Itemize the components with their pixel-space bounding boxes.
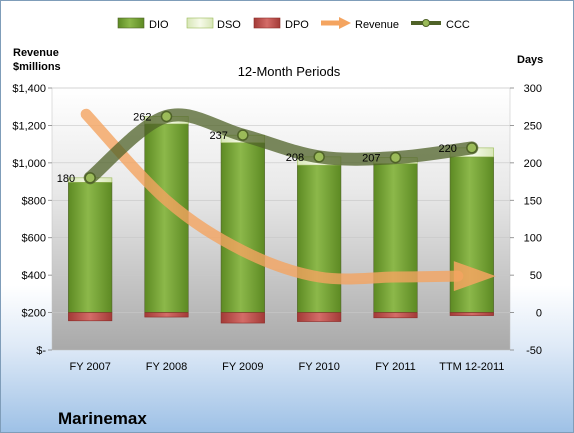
legend-label-revenue: Revenue — [355, 19, 399, 31]
left-tick-label: $1,000 — [12, 158, 46, 170]
legend-swatch-dpo — [253, 17, 281, 29]
right-tick-label: 50 — [530, 270, 542, 282]
ccc-series: 180 262 237 208 207 220 — [57, 108, 479, 185]
legend: DIO DSO DPO Revenue CCC — [117, 17, 470, 31]
right-tick-label: 150 — [524, 195, 542, 207]
legend-item-ccc: CCC — [411, 19, 470, 31]
legend-label-ccc: CCC — [446, 19, 470, 31]
legend-item-revenue: Revenue — [321, 17, 399, 31]
ccc-point — [160, 110, 173, 123]
ccc-point — [84, 172, 96, 184]
ccc-data-label: 237 — [209, 130, 227, 142]
ccc-point — [237, 129, 249, 141]
plot-area — [51, 87, 511, 351]
left-tick-label: $- — [36, 345, 46, 357]
x-tick-label: FY 2011 — [375, 361, 416, 373]
dpo-bar — [220, 312, 265, 324]
revenue-arrowhead-icon — [453, 261, 496, 292]
left-tick-label: $1,200 — [12, 120, 46, 132]
x-axis: FY 2007 FY 2008 FY 2009 FY 2010 FY 2011 TTM 1… — [69, 361, 504, 373]
revenue-series — [80, 108, 496, 292]
dio-bar — [220, 142, 265, 313]
legend-label-dio: DIO — [149, 19, 169, 31]
right-axis: -50 0 50 100 150 200 250 300 — [510, 83, 542, 357]
right-tick-label: -50 — [526, 345, 542, 357]
legend-label-dso: DSO — [217, 19, 241, 31]
ccc-point — [313, 151, 325, 163]
left-tick-label: $600 — [22, 233, 46, 245]
x-tick-label: FY 2008 — [146, 361, 187, 373]
legend-item-dpo: DPO — [253, 17, 309, 31]
left-axis-title-line1: Revenue — [13, 47, 59, 59]
ccc-data-label: 207 — [362, 153, 380, 165]
x-tick-label: FY 2010 — [298, 361, 339, 373]
right-tick-label: 300 — [524, 83, 542, 95]
dpo-bar — [373, 312, 418, 319]
ccc-data-label: 262 — [133, 111, 151, 123]
ccc-point — [389, 151, 402, 164]
left-tick-label: $400 — [22, 270, 46, 282]
ccc-data-label: 208 — [286, 152, 304, 164]
legend-swatch-dio — [117, 17, 145, 29]
x-tick-label: FY 2009 — [222, 361, 263, 373]
x-tick-label: TTM 12-2011 — [439, 361, 504, 373]
legend-item-dio: DIO — [117, 17, 169, 31]
legend-item-dso: DSO — [186, 17, 241, 31]
legend-marker-ccc — [422, 19, 430, 27]
dio-bar — [68, 182, 113, 313]
right-tick-label: 200 — [524, 158, 542, 170]
dpo-bar — [297, 312, 342, 322]
revenue-line — [80, 108, 464, 285]
dpo-bar — [144, 312, 189, 318]
x-tick-label: FY 2007 — [69, 361, 110, 373]
company-name: Marinemax — [58, 409, 147, 428]
dpo-bar — [449, 312, 494, 316]
chart-title: 12-Month Periods — [238, 64, 341, 79]
left-tick-label: $1,400 — [12, 83, 46, 95]
left-tick-label: $200 — [22, 308, 46, 320]
dio-bar — [373, 163, 418, 313]
right-tick-label: 0 — [536, 308, 542, 320]
ccc-data-label: 180 — [57, 173, 75, 185]
dio-bar — [297, 164, 342, 313]
dpo-bar — [68, 312, 113, 322]
legend-label-dpo: DPO — [285, 19, 309, 31]
legend-swatch-dso — [186, 17, 214, 29]
right-tick-label: 250 — [524, 120, 542, 132]
legend-arrow-icon — [339, 17, 351, 29]
left-axis-title-line2: $millions — [13, 61, 61, 73]
right-tick-label: 100 — [524, 233, 542, 245]
left-axis: $- $200 $400 $600 $800 $1,000 $1,200 $1,400 — [12, 83, 52, 357]
ccc-point — [466, 142, 478, 154]
left-tick-label: $800 — [22, 195, 46, 207]
ccc-data-label: 220 — [438, 143, 456, 155]
right-axis-title: Days — [517, 54, 543, 66]
